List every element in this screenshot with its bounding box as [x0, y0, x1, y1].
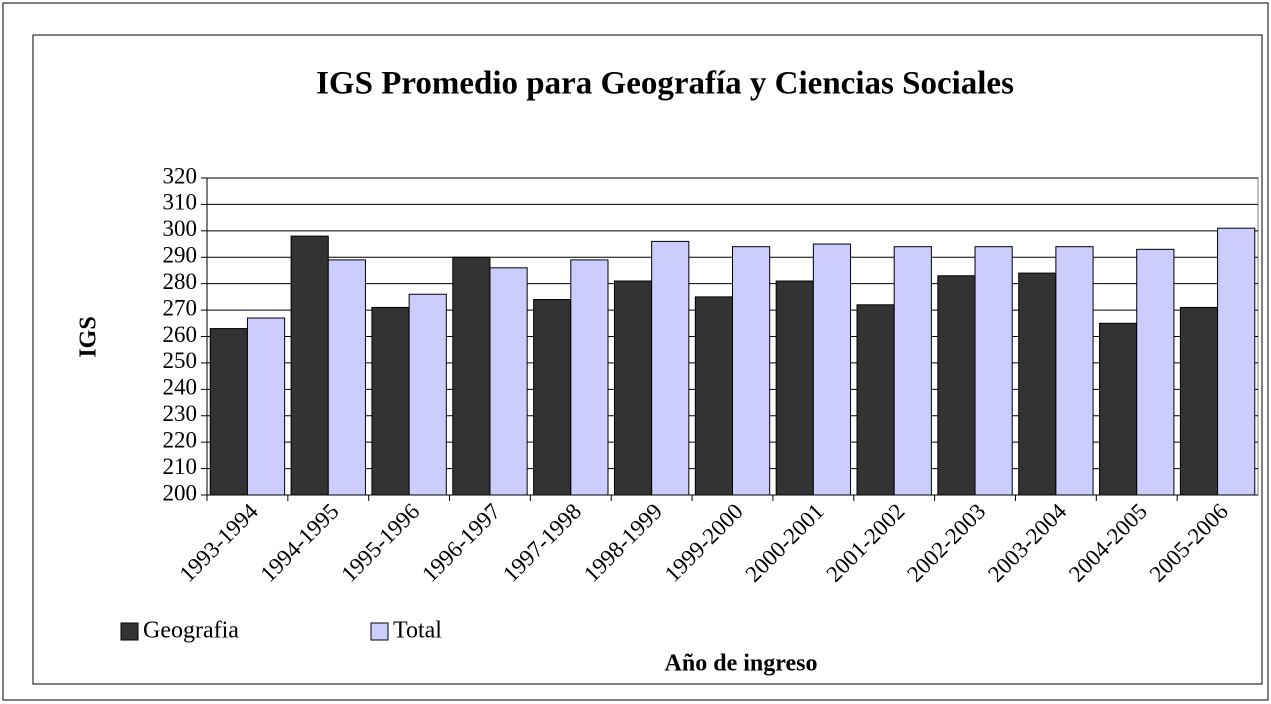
- bar: [246, 317, 286, 496]
- legend-swatch: [120, 622, 139, 641]
- chart-title: IGS Promedio para Geografía y Ciencias S…: [316, 66, 1014, 102]
- x-axis-label: Año de ingreso: [665, 651, 818, 677]
- bar: [893, 246, 932, 496]
- legend-label: Total: [393, 618, 442, 644]
- bar: [974, 246, 1013, 496]
- bar: [209, 328, 248, 496]
- y-tick-label: 200: [163, 480, 198, 505]
- bar: [489, 267, 528, 496]
- bar: [1099, 322, 1138, 496]
- y-tick-label: 300: [163, 216, 198, 241]
- y-tick-label: 240: [163, 375, 198, 400]
- y-tick-label: 210: [163, 454, 198, 479]
- y-tick-label: 230: [163, 401, 198, 426]
- bar: [1217, 227, 1256, 496]
- bar: [290, 235, 329, 496]
- bar: [452, 256, 491, 496]
- bar: [1136, 248, 1175, 496]
- bar: [570, 259, 609, 496]
- y-tick-label: 310: [163, 190, 198, 215]
- bar: [327, 259, 366, 496]
- bar: [694, 296, 734, 496]
- bar: [732, 246, 771, 496]
- bar: [812, 243, 852, 496]
- y-tick-label: 260: [163, 322, 198, 347]
- bar: [1018, 272, 1057, 496]
- bar: [533, 299, 572, 496]
- y-tick-label: 270: [163, 295, 198, 320]
- bar: [651, 240, 690, 496]
- bar: [1055, 246, 1094, 496]
- bar: [1179, 306, 1219, 496]
- bar: [408, 293, 447, 496]
- bar: [856, 304, 895, 496]
- y-tick-label: 280: [163, 269, 198, 294]
- bar: [775, 280, 814, 496]
- bar: [371, 306, 410, 496]
- y-tick-label: 320: [163, 163, 198, 188]
- legend-label: Geografia: [143, 618, 239, 644]
- y-tick-label: 220: [163, 427, 198, 452]
- legend-swatch: [370, 622, 389, 641]
- y-tick-label: 290: [163, 243, 198, 268]
- y-axis-label: IGS: [76, 316, 102, 357]
- bar: [613, 280, 653, 496]
- bar: [937, 275, 976, 496]
- y-tick-label: 250: [163, 348, 198, 373]
